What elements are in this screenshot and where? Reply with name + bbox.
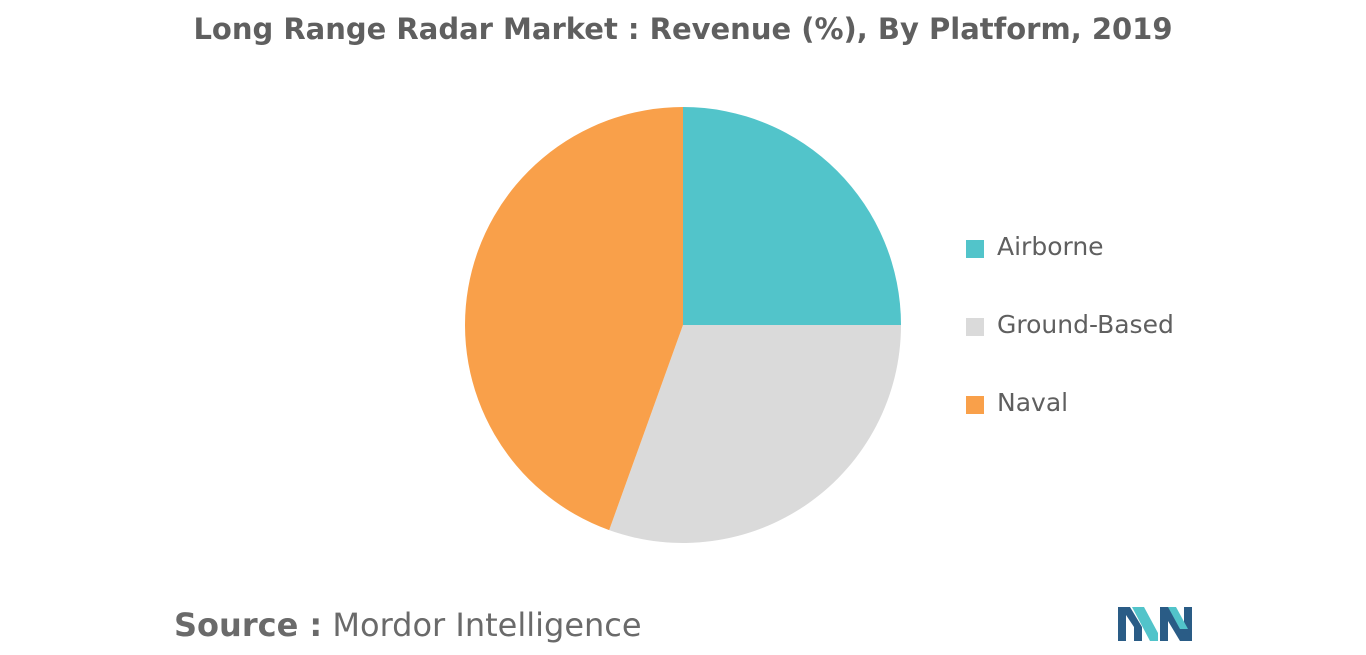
logo-shape-right xyxy=(1160,607,1192,641)
pie-slice-naval xyxy=(465,107,683,531)
legend-label: Airborne xyxy=(997,232,1104,261)
legend-label: Naval xyxy=(997,388,1069,417)
logo-shape-left xyxy=(1118,607,1142,641)
source-prefix: Source : xyxy=(174,606,323,644)
source-note: Source : Mordor Intelligence xyxy=(174,606,642,644)
legend-swatch xyxy=(966,240,984,258)
legend-swatch xyxy=(966,318,984,336)
mordor-intelligence-logo xyxy=(1118,607,1192,641)
logo-shape-middle xyxy=(1132,607,1158,641)
chart-title: Long Range Radar Market : Revenue (%), B… xyxy=(193,12,1173,46)
source-text: Mordor Intelligence xyxy=(332,606,642,644)
legend-label: Ground-Based xyxy=(997,310,1174,339)
logo-shape-accent xyxy=(1168,607,1188,629)
pie-slice-airborne xyxy=(683,107,901,325)
pie-slice-ground-based xyxy=(609,325,901,543)
legend-swatch xyxy=(966,396,984,414)
